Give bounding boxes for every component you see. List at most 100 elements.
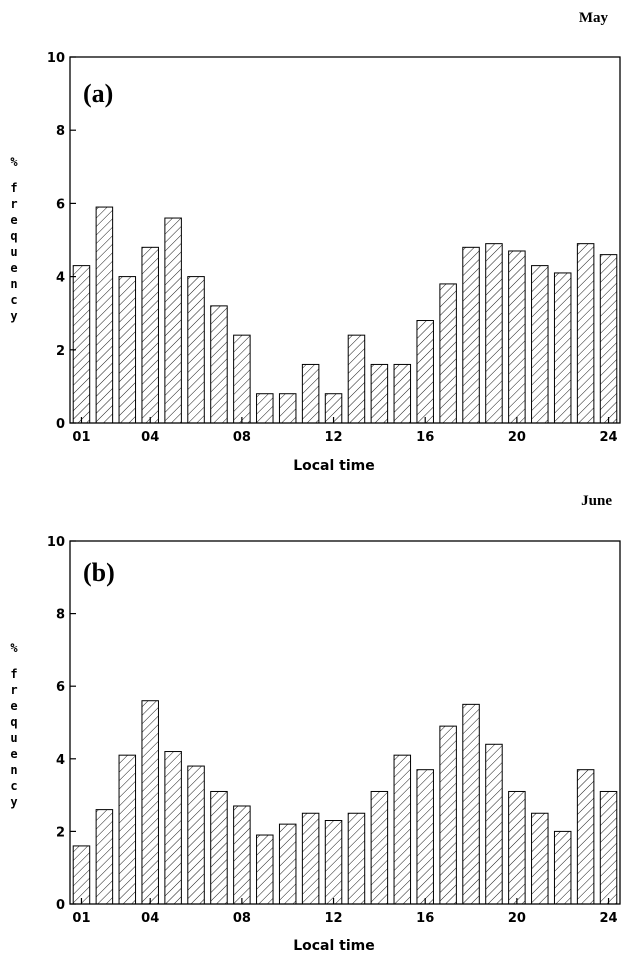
bar-16 [416, 769, 434, 905]
bar-10 [278, 393, 297, 424]
y-tick-label: 4 [56, 271, 65, 286]
y-tick-label: 6 [56, 680, 65, 695]
y-axis-label-char: e [10, 261, 17, 275]
x-tick-label: 04 [141, 911, 159, 926]
y-axis-label-char: u [10, 245, 17, 259]
bar-06 [187, 765, 205, 905]
bar-11 [301, 363, 320, 424]
y-axis-label-char: c [10, 293, 17, 307]
bar-02 [95, 206, 114, 424]
y-tick-label: 0 [56, 417, 65, 432]
y-axis-label-char: y [10, 795, 17, 809]
y-tick-label: 6 [56, 197, 65, 212]
y-axis-label-char: f [10, 181, 17, 195]
x-ticks: 01 04 08 12 16 20 24 [72, 417, 618, 445]
bar-21 [531, 265, 549, 424]
bar-01 [72, 845, 91, 905]
bar-04 [141, 700, 159, 905]
x-tick-label: 12 [324, 430, 342, 445]
bar-15 [393, 754, 412, 905]
y-axis-label-char: q [10, 229, 17, 243]
bar-19 [485, 743, 503, 905]
y-axis-label-char: f [10, 667, 17, 681]
bar-19 [485, 243, 503, 424]
bar-05 [164, 751, 182, 905]
bar-01 [72, 265, 91, 424]
bars [72, 700, 618, 905]
bar-22 [553, 830, 572, 905]
bar-16 [416, 320, 434, 424]
x-tick-label: 08 [233, 911, 251, 926]
bar-09 [256, 393, 274, 424]
bar-17 [439, 283, 457, 424]
bar-05 [164, 217, 182, 424]
y-axis-label-char: q [10, 715, 17, 729]
bar-07 [210, 305, 228, 424]
bar-22 [553, 272, 572, 424]
plot-frame [69, 540, 621, 905]
y-tick-label: 10 [47, 51, 65, 66]
y-axis-label-char: % [10, 155, 18, 169]
x-tick-label: 20 [508, 430, 526, 445]
x-axis-label: Local time [293, 458, 375, 474]
bar-20 [508, 790, 526, 905]
month-label: June [581, 493, 612, 509]
y-tick-label: 10 [47, 535, 65, 550]
bar-06 [187, 276, 205, 424]
bar-08 [233, 805, 251, 905]
bars [72, 206, 618, 424]
panel-label: (b) [83, 558, 115, 587]
axes [69, 56, 621, 424]
bar-03 [118, 276, 137, 424]
y-axis-label-char: % [10, 641, 18, 655]
y-tick-label: 0 [56, 898, 65, 913]
y-tick-label: 2 [56, 344, 65, 359]
bar-14 [370, 363, 389, 424]
bar-10 [278, 823, 297, 905]
bar-03 [118, 754, 137, 905]
panel-label: (a) [83, 79, 113, 108]
bar-23 [576, 243, 595, 424]
bar-24 [599, 790, 618, 905]
x-tick-label: 12 [324, 911, 342, 926]
plot-frame [69, 56, 621, 424]
bar-07 [210, 790, 228, 905]
bar-09 [256, 834, 274, 905]
y-axis-label-char: n [10, 277, 17, 291]
y-tick-label: 2 [56, 825, 65, 840]
bar-12 [324, 820, 343, 905]
bar-02 [95, 809, 114, 905]
y-axis-label-char: y [10, 309, 17, 323]
x-tick-label: 01 [72, 911, 90, 926]
bar-24 [599, 254, 618, 424]
y-axis-label-char: e [10, 747, 17, 761]
bar-04 [141, 246, 159, 424]
month-label: May [579, 10, 609, 26]
bar-13 [347, 812, 366, 905]
bar-15 [393, 363, 412, 424]
y-ticks: 0 2 4 6 8 10 [47, 535, 76, 913]
bar-13 [347, 334, 366, 424]
x-tick-label: 24 [599, 430, 617, 445]
y-tick-label: 8 [56, 608, 65, 623]
bar-17 [439, 725, 457, 905]
bar-23 [576, 769, 595, 905]
bar-11 [301, 812, 320, 905]
x-tick-label: 20 [508, 911, 526, 926]
y-axis-label-char: r [10, 683, 17, 697]
x-tick-label: 04 [141, 430, 159, 445]
x-axis-label: Local time [293, 938, 375, 954]
bar-21 [531, 812, 549, 905]
y-axis-label-char: e [10, 213, 17, 227]
axes [69, 540, 621, 905]
x-tick-label: 16 [416, 911, 434, 926]
y-ticks: 0 2 4 6 8 10 [47, 51, 76, 432]
y-axis-label-char: u [10, 731, 17, 745]
bar-14 [370, 790, 389, 905]
x-tick-label: 16 [416, 430, 434, 445]
